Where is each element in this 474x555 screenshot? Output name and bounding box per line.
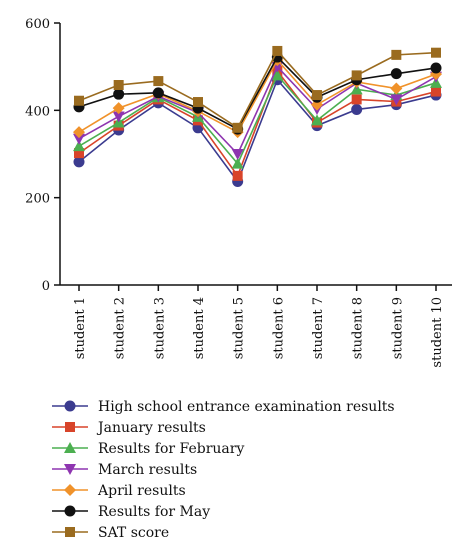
legend-label: SAT score	[98, 525, 169, 541]
x-tick-label: student 6	[271, 297, 286, 359]
data-point	[430, 62, 442, 74]
data-point	[73, 156, 85, 168]
data-point	[112, 111, 125, 123]
x-tick-label: student 7	[311, 297, 326, 359]
data-point	[232, 170, 243, 181]
data-point	[73, 140, 85, 152]
series-line	[78, 65, 437, 156]
legend-swatch-marker	[64, 464, 76, 475]
data-point	[390, 68, 402, 80]
legend-swatch-marker	[64, 484, 76, 496]
x-tick-label: student 5	[232, 297, 247, 359]
legend-item: SAT score	[52, 525, 169, 541]
y-tick-label: 400	[25, 104, 50, 119]
data-point	[113, 80, 124, 91]
legend-item: Results for February	[52, 441, 244, 457]
legend-label: Results for May	[98, 504, 210, 520]
data-point	[391, 49, 402, 60]
legend-item: March results	[52, 462, 197, 478]
data-point	[74, 148, 84, 159]
legend-swatch-marker	[64, 505, 76, 517]
series-group	[73, 45, 442, 188]
data-point	[390, 82, 403, 95]
x-ticks: student 1 student 2 student 3 student 4 stud…	[73, 285, 445, 368]
legend-label: High school entrance examination results	[98, 399, 395, 415]
legend-item: Results for May	[52, 504, 210, 520]
data-point	[351, 70, 362, 81]
data-point	[311, 114, 323, 126]
series-line	[78, 78, 437, 184]
data-point	[431, 47, 441, 58]
series-3	[73, 69, 442, 169]
series-line	[78, 73, 437, 166]
series-1	[73, 74, 442, 188]
x-tick-label: student 8	[351, 297, 366, 359]
series-line	[78, 55, 437, 131]
series-line	[78, 49, 437, 129]
data-point	[232, 122, 243, 133]
x-tick-label: student 10	[430, 297, 445, 368]
data-point	[351, 94, 362, 105]
data-point	[193, 97, 203, 108]
data-point	[74, 95, 84, 106]
legend-swatch-marker	[64, 400, 76, 412]
x-tick-label: student 4	[192, 297, 207, 359]
data-point	[431, 86, 441, 97]
x-tick-label: student 2	[113, 297, 128, 359]
data-point	[390, 94, 403, 106]
data-point	[271, 69, 284, 81]
legend-label: April results	[97, 483, 186, 499]
legend-label: January results	[96, 420, 206, 436]
legend: High school entrance examination results…	[52, 399, 395, 541]
data-point	[73, 133, 85, 145]
data-point	[231, 149, 244, 160]
x-tick-label: student 3	[152, 297, 167, 359]
data-point	[152, 87, 164, 99]
data-point	[312, 90, 322, 101]
legend-label: Results for February	[98, 441, 244, 457]
data-point	[272, 45, 283, 56]
axes	[59, 23, 452, 286]
data-point	[73, 126, 85, 139]
legend-item: High school entrance examination results	[52, 399, 395, 415]
legend-item: January results	[52, 420, 206, 436]
data-point	[153, 76, 164, 87]
data-point	[113, 88, 125, 100]
series-7	[74, 45, 441, 133]
data-point	[351, 103, 363, 115]
series-line	[78, 69, 437, 178]
y-tick-label: 600	[25, 17, 50, 32]
x-tick-label: student 1	[73, 297, 88, 359]
legend-item: April results	[52, 483, 186, 499]
y-tick-label: 0	[42, 279, 50, 294]
legend-swatch-marker	[64, 442, 76, 453]
data-point	[112, 102, 125, 115]
series-4	[73, 61, 442, 160]
y-ticks: 0 200 400 600	[25, 17, 60, 294]
y-tick-label: 200	[25, 192, 50, 207]
x-tick-label: student 9	[390, 297, 405, 359]
legend-swatch-marker	[65, 527, 75, 537]
data-point	[231, 157, 244, 169]
legend-swatch-marker	[65, 422, 75, 432]
series-line	[78, 58, 437, 134]
legend-label: March results	[98, 462, 197, 478]
